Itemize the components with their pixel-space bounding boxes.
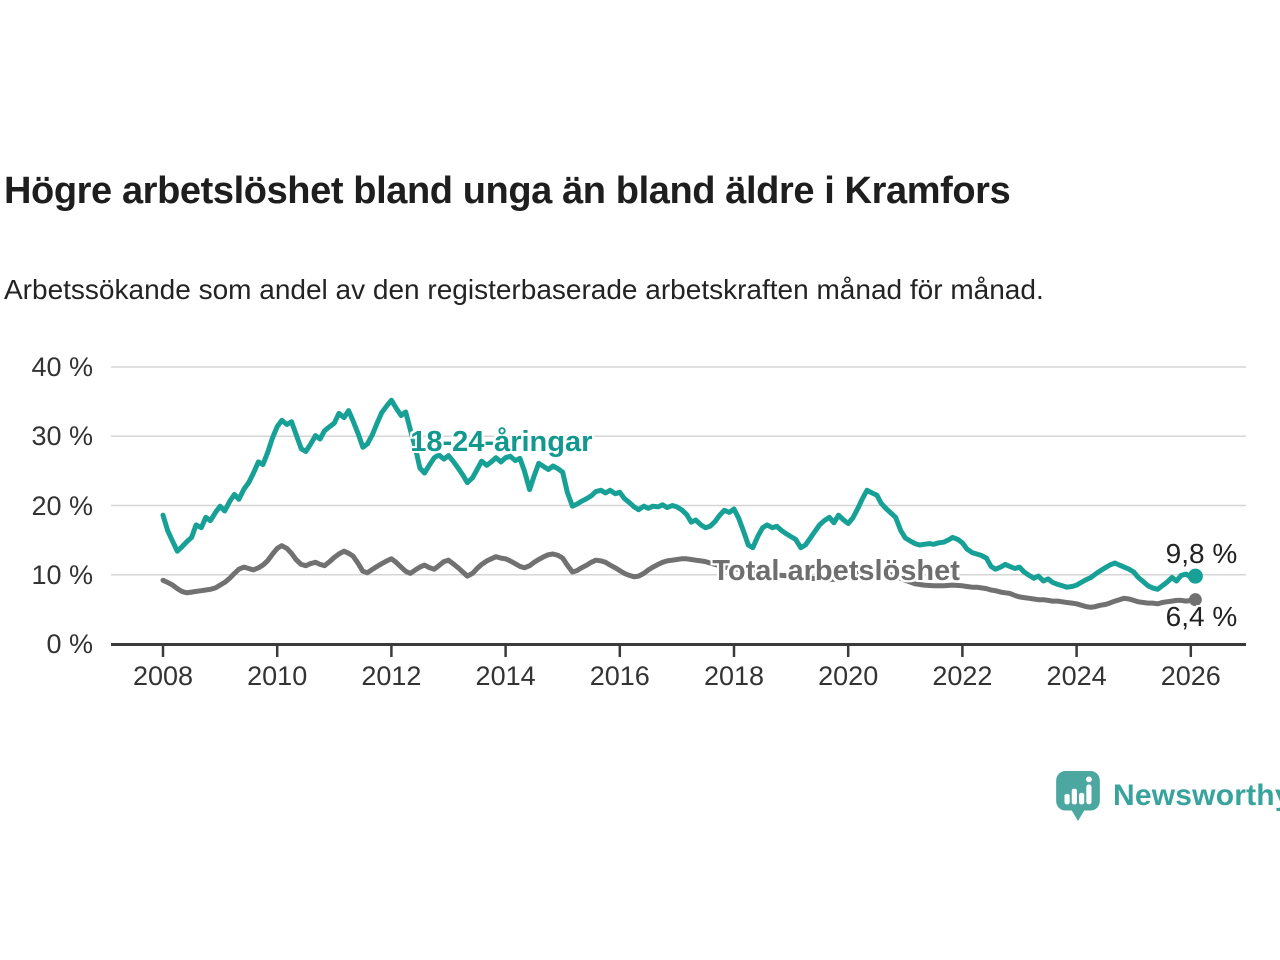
end-dot-total [1188, 593, 1202, 607]
brand-footer: Newsworthy [1055, 770, 1280, 822]
series-label-total-label: Total arbetslöshet [712, 554, 960, 587]
brand-wordmark: Newsworthy [1113, 779, 1280, 812]
page-subtitle: Arbetssökande som andel av den registerb… [4, 274, 1044, 305]
y-axis-tick-label: 0 % [46, 629, 93, 659]
x-axis-tick-label: 2012 [361, 661, 422, 691]
bar-chart-glyph [1064, 776, 1092, 805]
y-axis-tick-label: 10 % [31, 559, 93, 590]
x-axis-tick-label: 2016 [589, 661, 650, 691]
y-axis-tick-label: 20 % [31, 490, 93, 521]
page-title: Högre arbetslöshet bland unga än bland ä… [4, 170, 1011, 213]
y-axis-tick-label: 30 % [31, 421, 93, 452]
x-axis-tick-label: 2024 [1046, 661, 1107, 691]
newsworthy-logo-icon [1056, 771, 1100, 821]
x-axis-tick-label: 2020 [818, 661, 879, 691]
series-line-total [160, 543, 1198, 610]
end-value-total-label: 6,4 % [1165, 601, 1238, 633]
x-axis-tick-label: 2022 [932, 661, 993, 691]
y-axis-tick-label: 40 % [31, 352, 93, 382]
x-axis-tick-label: 2010 [247, 661, 308, 691]
end-value-young-label: 9,8 % [1165, 538, 1238, 570]
series-line-young-18-24 [160, 397, 1198, 592]
x-axis-tick-label: 2008 [132, 661, 194, 691]
x-axis-tick-label: 2018 [703, 661, 765, 691]
end-dot-young-18-24 [1187, 568, 1203, 584]
series-label-young-label: 18-24-åringar [410, 426, 593, 459]
x-axis-tick-label: 2026 [1160, 661, 1221, 691]
x-axis-tick-label: 2014 [475, 661, 536, 691]
